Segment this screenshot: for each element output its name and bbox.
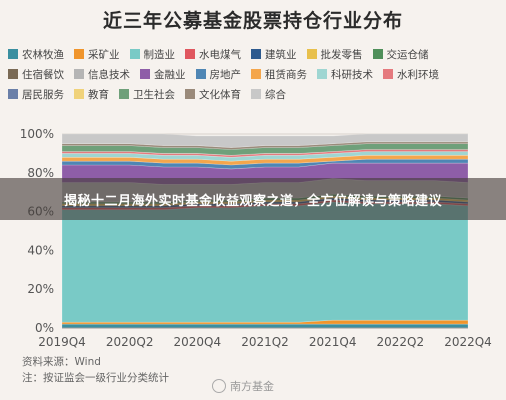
- legend-item: 住宿餐饮: [8, 67, 64, 82]
- legend-item: 金融业: [140, 67, 186, 82]
- legend-row: 住宿餐饮 信息技术 金融业 房地产 租赁商务 科研技术 水利环境: [8, 64, 500, 84]
- x-tick-label: 2020Q4: [174, 335, 222, 349]
- legend-swatch: [185, 89, 195, 99]
- legend-swatch: [251, 49, 261, 59]
- x-tick-label: 2021Q2: [241, 335, 289, 349]
- legend-item: 文化体育: [185, 87, 241, 102]
- y-tick-label: 20%: [27, 282, 54, 296]
- legend-swatch: [129, 49, 140, 59]
- legend-label: 交运仓储: [386, 48, 429, 61]
- y-tick-label: 100%: [20, 127, 54, 141]
- legend-item: 农林牧渔: [8, 47, 64, 62]
- legend-item: 租赁商务: [251, 67, 307, 82]
- chart-plot: 0%20%40%60%80%100%2019Q42020Q22020Q42021…: [20, 127, 492, 349]
- legend-item: 教育: [74, 87, 109, 102]
- chart-title: 近三年公募基金股票持仓行业分布: [102, 10, 403, 32]
- source-note: 资料来源：Wind: [22, 356, 101, 368]
- legend-row: 居民服务 教育 卫生社会 文化体育 综合: [8, 84, 500, 104]
- legend-swatch: [8, 89, 18, 99]
- legend-swatch: [8, 69, 18, 79]
- legend-label: 租赁商务: [265, 68, 307, 81]
- legend-swatch: [383, 69, 393, 79]
- legend-label: 住宿餐饮: [22, 68, 64, 81]
- legend-item: 建筑业: [251, 47, 297, 62]
- legend-item: 制造业: [129, 47, 176, 62]
- legend-item: 采矿业: [74, 47, 120, 62]
- x-tick-label: 2021Q4: [309, 335, 357, 349]
- legend-label: 金融业: [154, 68, 186, 81]
- legend-label: 批发零售: [320, 48, 363, 61]
- y-tick-label: 0%: [35, 321, 54, 335]
- legend-label: 卫生社会: [133, 88, 175, 101]
- headline-text: 揭秘十二月海外实时基金收益观察之道，全方位解读与策略建议: [63, 193, 442, 209]
- legend-swatch: [119, 89, 129, 99]
- legend-label: 科研技术: [331, 68, 373, 81]
- legend-item: 水电煤气: [185, 47, 241, 62]
- legend-swatch: [251, 69, 261, 79]
- y-tick-label: 80%: [27, 166, 54, 180]
- legend-label: 信息技术: [88, 68, 130, 81]
- watermark: 南方基金: [212, 378, 274, 394]
- legend-item: 居民服务: [8, 87, 64, 102]
- watermark-text: 南方基金: [230, 380, 274, 393]
- legend-label: 文化体育: [199, 88, 241, 101]
- legend-item: 交运仓储: [372, 47, 429, 62]
- y-tick-label: 40%: [27, 243, 54, 257]
- legend-swatch: [372, 49, 383, 59]
- legend-swatch: [195, 69, 206, 79]
- watermark-logo-icon: [212, 379, 226, 393]
- x-tick-label: 2019Q4: [38, 335, 86, 349]
- legend-item: 信息技术: [74, 67, 130, 82]
- legend-swatch: [306, 49, 317, 59]
- legend-item: 科研技术: [317, 67, 373, 82]
- legend-swatch: [74, 69, 84, 79]
- legend-label: 制造业: [143, 48, 176, 61]
- legend-swatch: [317, 69, 327, 79]
- legend-label: 水电煤气: [199, 48, 241, 61]
- legend-item: 卫生社会: [119, 87, 175, 102]
- x-tick-label: 2020Q2: [106, 335, 154, 349]
- chart-legend: 农林牧渔 采矿业 制造业 水电煤气 建筑业 批发零售 交运仓储住宿餐饮 信息技术 金融业 房地产 租…: [8, 44, 500, 104]
- legend-swatch: [140, 69, 150, 79]
- legend-item: 房地产: [195, 67, 242, 82]
- legend-swatch: [74, 49, 84, 59]
- legend-label: 建筑业: [265, 48, 297, 61]
- legend-item: 综合: [251, 87, 286, 102]
- area-series: [61, 133, 469, 148]
- legend-label: 采矿业: [88, 48, 120, 61]
- method-note: 注：按证监会一级行业分类统计: [22, 372, 169, 384]
- x-tick-label: 2022Q4: [444, 335, 492, 349]
- legend-label: 居民服务: [22, 88, 64, 101]
- legend-item: 水利环境: [383, 67, 439, 82]
- area-series: [61, 151, 469, 162]
- area-series: [61, 323, 469, 329]
- legend-item: 批发零售: [306, 47, 363, 62]
- x-tick-label: 2022Q2: [377, 335, 425, 349]
- legend-swatch: [74, 89, 84, 99]
- legend-label: 房地产: [209, 68, 242, 81]
- legend-swatch: [185, 49, 195, 59]
- legend-row: 农林牧渔 采矿业 制造业 水电煤气 建筑业 批发零售 交运仓储: [8, 44, 500, 64]
- legend-label: 教育: [88, 88, 109, 101]
- legend-swatch: [251, 89, 261, 99]
- legend-label: 水利环境: [397, 68, 439, 81]
- legend-label: 农林牧渔: [22, 48, 64, 61]
- legend-label: 综合: [265, 88, 286, 101]
- area-series: [61, 158, 469, 170]
- legend-swatch: [8, 49, 18, 59]
- headline-banner: 揭秘十二月海外实时基金收益观察之道，全方位解读与策略建议: [0, 178, 506, 220]
